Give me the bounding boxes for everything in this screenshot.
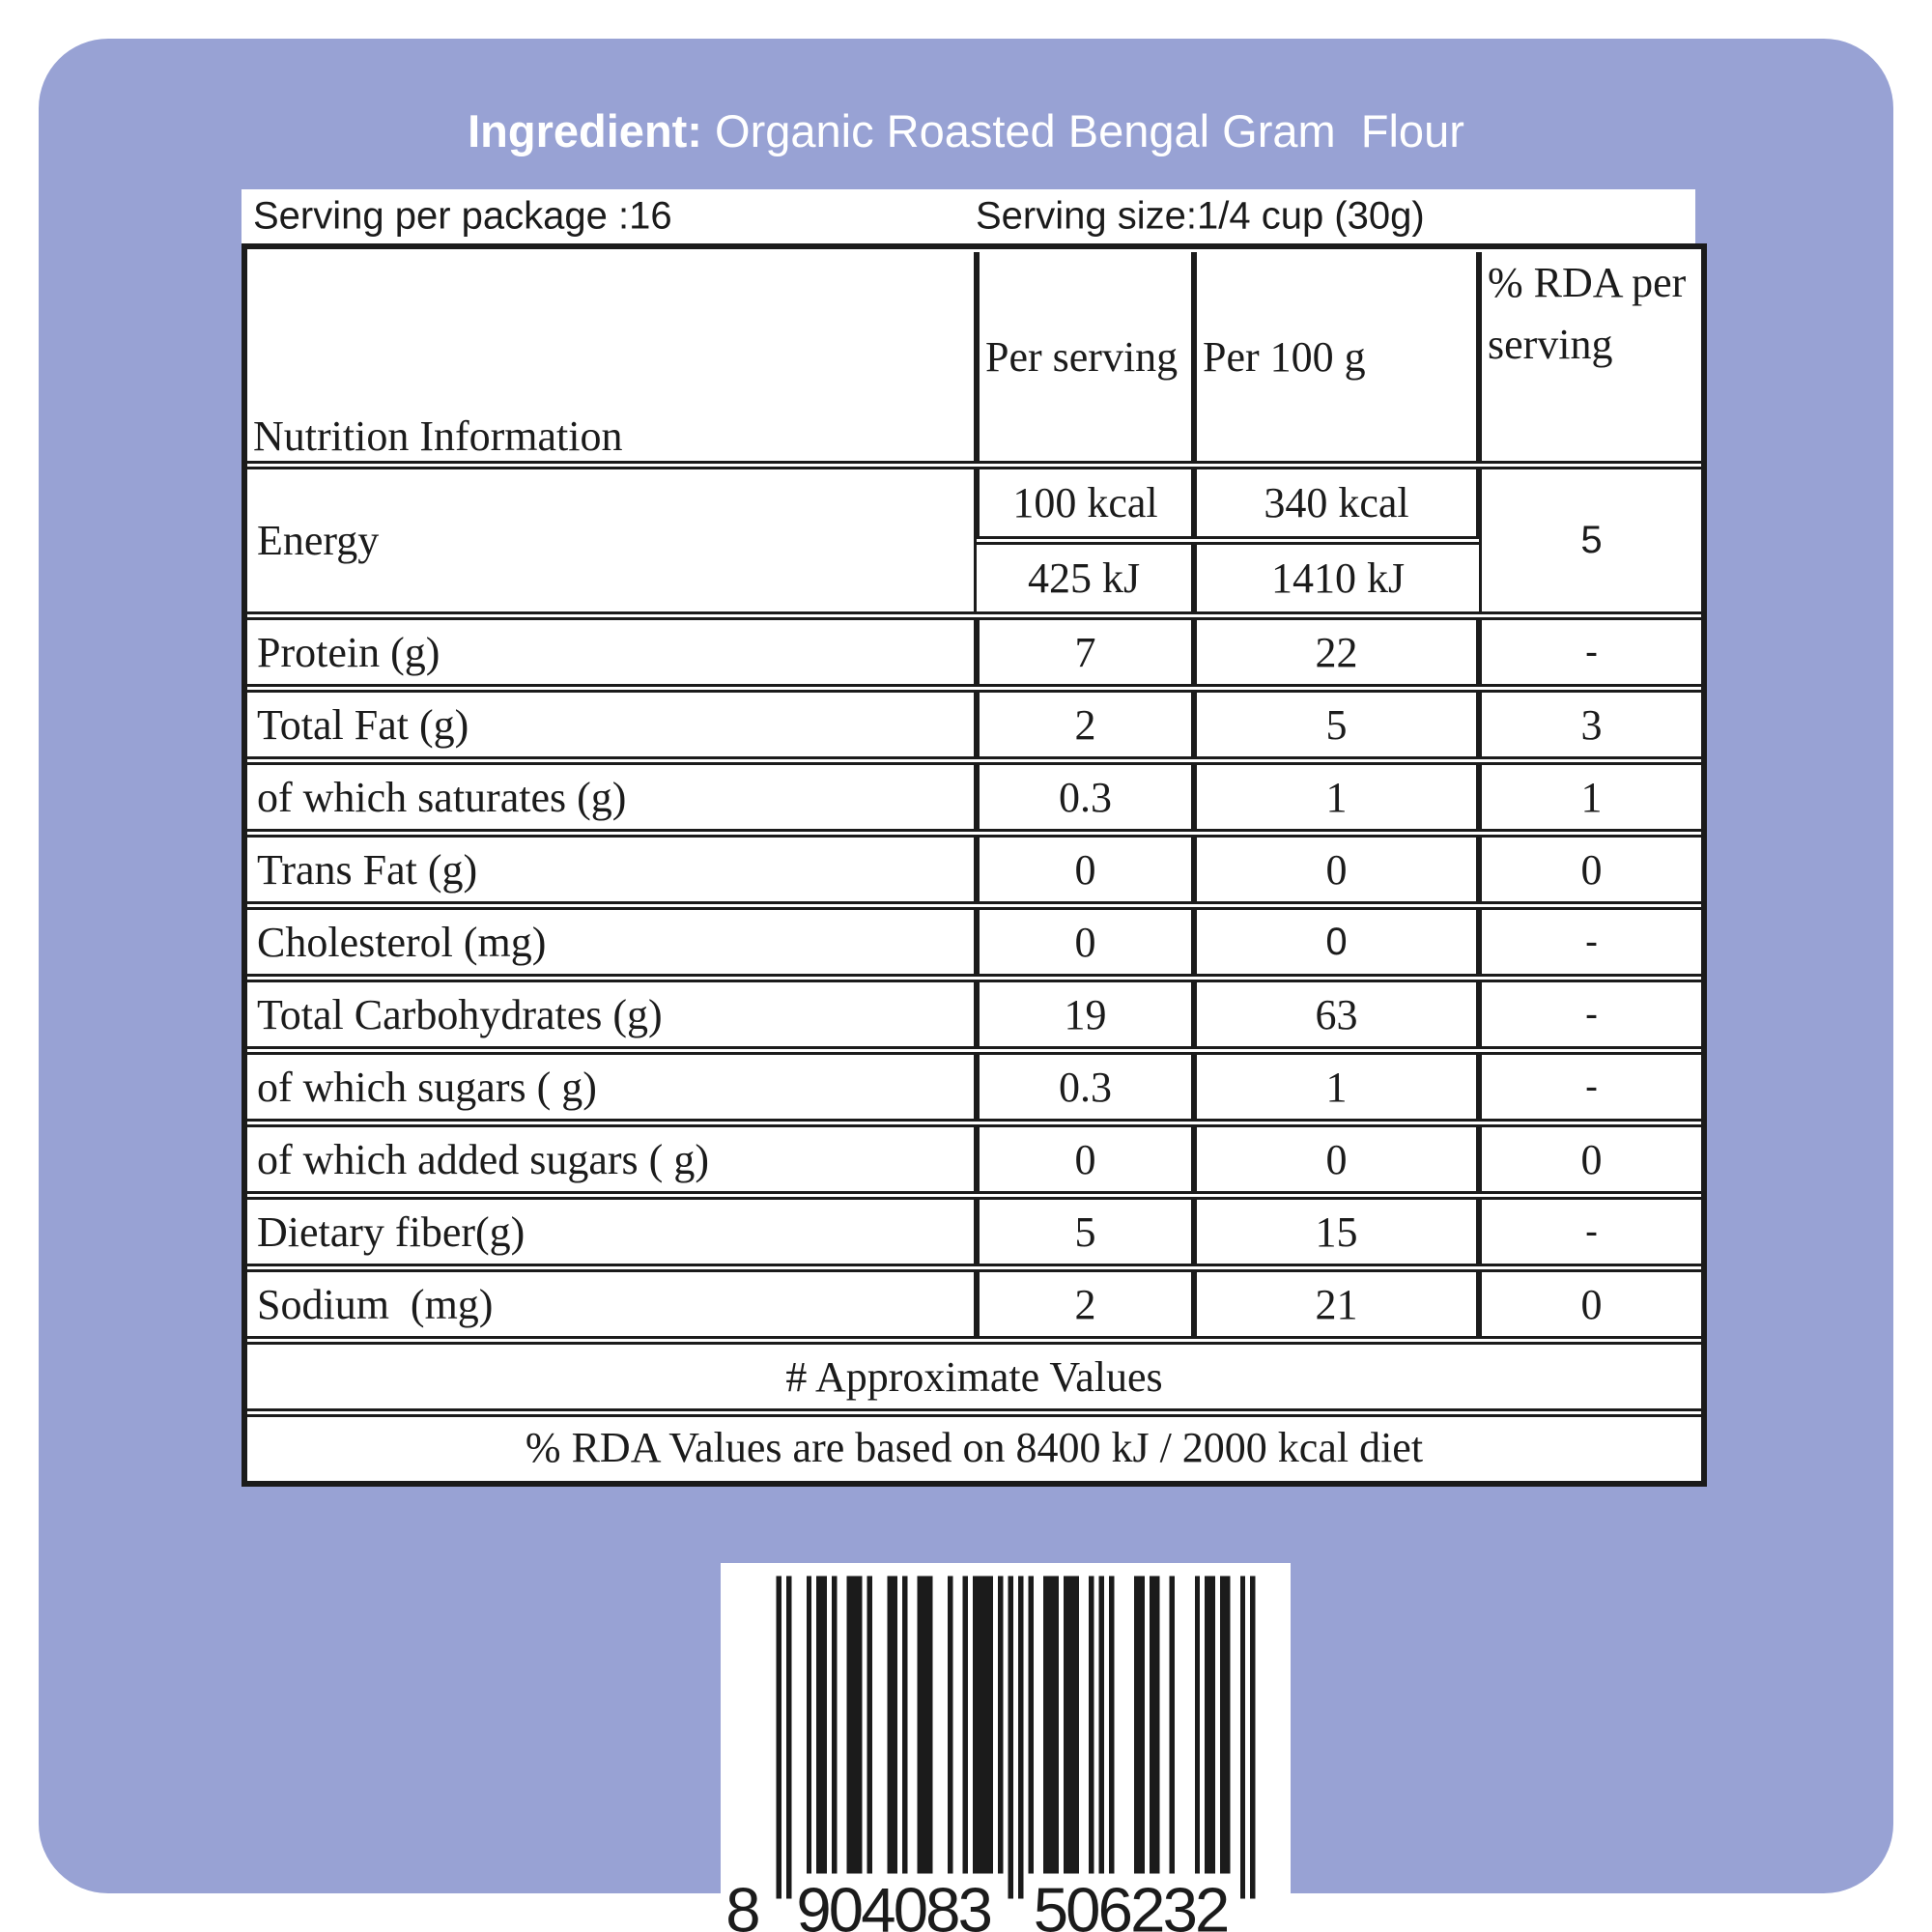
nutrient-value: 3 (1479, 690, 1701, 759)
barcode-svg: 8 904083 506232 (725, 1576, 1256, 1932)
nutrient-label: Cholesterol (mg) (247, 907, 977, 977)
nutrient-value: 0 (1194, 907, 1479, 977)
nutrient-value: 15 (1194, 1197, 1479, 1266)
nutrient-value: - (1479, 1052, 1701, 1122)
barcode-group2-digits: 506232 (1034, 1874, 1231, 1932)
table-row: Cholesterol (mg) 0 0- (247, 907, 1701, 977)
energy-kj-per-100g: 1410 kJ (1194, 542, 1479, 614)
nutrient-value: 0 (1479, 1124, 1701, 1194)
approximate-values-note: # Approximate Values (247, 1342, 1701, 1411)
col-header-per-100g: Per 100 g (1194, 252, 1479, 464)
nutrient-value: 0.3 (977, 762, 1194, 832)
nutrient-value: 1 (1479, 762, 1701, 832)
rda-basis-note: % RDA Values are based on 8400 kJ / 2000… (247, 1414, 1701, 1478)
nutrient-value: - (1479, 980, 1701, 1049)
nutrient-value: 5 (1194, 690, 1479, 759)
table-row: Sodium (mg) 2 21 0 (247, 1269, 1701, 1339)
nutrient-value: 22 (1194, 617, 1479, 687)
table-row: of which added sugars ( g) 0 0 0 (247, 1124, 1701, 1194)
serving-size: Serving size:1/4 cup (30g) (976, 194, 1425, 238)
table-row: Protein (g) 7 22- (247, 617, 1701, 687)
nutrient-value: 0 (1194, 1124, 1479, 1194)
barcode-group1-digits: 904083 (796, 1874, 993, 1932)
nutrient-value: - (1479, 617, 1701, 687)
nutrient-label: Trans Fat (g) (247, 835, 977, 904)
table-row: Total Fat (g) 2 5 3 (247, 690, 1701, 759)
table-header-row: Nutrition Information Per serving Per 10… (247, 252, 1701, 464)
table-row: of which sugars ( g) 0.3 1- (247, 1052, 1701, 1122)
table-row: Dietary fiber(g) 5 15- (247, 1197, 1701, 1266)
ingredient-title: Ingredient: Organic Roasted Bengal Gram … (39, 104, 1893, 157)
nutrient-value: 0 (977, 1124, 1194, 1194)
barcode: 8 904083 506232 (721, 1563, 1291, 1932)
approximate-values-row: # Approximate Values (247, 1342, 1701, 1411)
nutrient-value: - (1479, 907, 1701, 977)
nutrient-label: Total Fat (g) (247, 690, 977, 759)
energy-kcal-per-serving: 100 kcal (977, 467, 1194, 539)
energy-row-kcal: Energy 100 kcal 340 kcal 5 (247, 467, 1701, 614)
nutrient-value: 0 (1194, 835, 1479, 904)
nutrient-label: Dietary fiber(g) (247, 1197, 977, 1266)
col-header-nutrition-information: Nutrition Information (247, 252, 977, 464)
nutrient-value: 2 (977, 1269, 1194, 1339)
nutrient-value: 5 (977, 1197, 1194, 1266)
table-row: of which saturates (g) 0.3 1 1 (247, 762, 1701, 832)
nutrient-value: 1 (1194, 1052, 1479, 1122)
nutrient-value: 1 (1194, 762, 1479, 832)
nutrient-value: - (1479, 1197, 1701, 1266)
ingredient-title-product: Organic Roasted Bengal Gram Flour (701, 105, 1464, 156)
nutrient-value: 0 (1479, 835, 1701, 904)
nutrient-value: 2 (977, 690, 1194, 759)
nutrient-label: of which sugars ( g) (247, 1052, 977, 1122)
nutrient-label: of which saturates (g) (247, 762, 977, 832)
table-row: Total Carbohydrates (g) 19 63- (247, 980, 1701, 1049)
nutrient-value: 7 (977, 617, 1194, 687)
serving-per-package: Serving per package :16 (253, 194, 672, 238)
nutrient-value: 0 (1479, 1269, 1701, 1339)
col-header-per-serving: Per serving (977, 252, 1194, 464)
rda-basis-row: % RDA Values are based on 8400 kJ / 2000… (247, 1414, 1701, 1478)
energy-kj-per-serving: 425 kJ (977, 542, 1194, 614)
nutrient-label: Total Carbohydrates (g) (247, 980, 977, 1049)
label-card: Ingredient: Organic Roasted Bengal Gram … (39, 39, 1893, 1932)
nutrient-label-energy: Energy (247, 467, 977, 614)
energy-row-kj: 425 kJ 1410 kJ (247, 542, 1701, 614)
barcode-left-digit: 8 (725, 1874, 760, 1932)
nutrient-value: 21 (1194, 1269, 1479, 1339)
energy-kcal-per-100g: 340 kcal (1194, 467, 1479, 539)
nutrition-table: Nutrition Information Per serving Per 10… (242, 243, 1707, 1487)
ingredient-title-label: Ingredient: (468, 105, 702, 156)
nutrient-value: 0.3 (977, 1052, 1194, 1122)
table-row: Trans Fat (g) 0 0 0 (247, 835, 1701, 904)
nutrient-value: 0 (977, 907, 1194, 977)
nutrient-value: 19 (977, 980, 1194, 1049)
nutrient-label: of which added sugars ( g) (247, 1124, 977, 1194)
nutrient-label: Protein (g) (247, 617, 977, 687)
nutrient-value: 63 (1194, 980, 1479, 1049)
energy-rda-value: 5 (1479, 467, 1701, 614)
serving-info-bar: Serving per package :16 Serving size:1/4… (242, 189, 1695, 243)
nutrient-label: Sodium (mg) (247, 1269, 977, 1339)
nutrient-value: 0 (977, 835, 1194, 904)
col-header-rda-per-serving: % RDA per serving (1479, 252, 1701, 464)
